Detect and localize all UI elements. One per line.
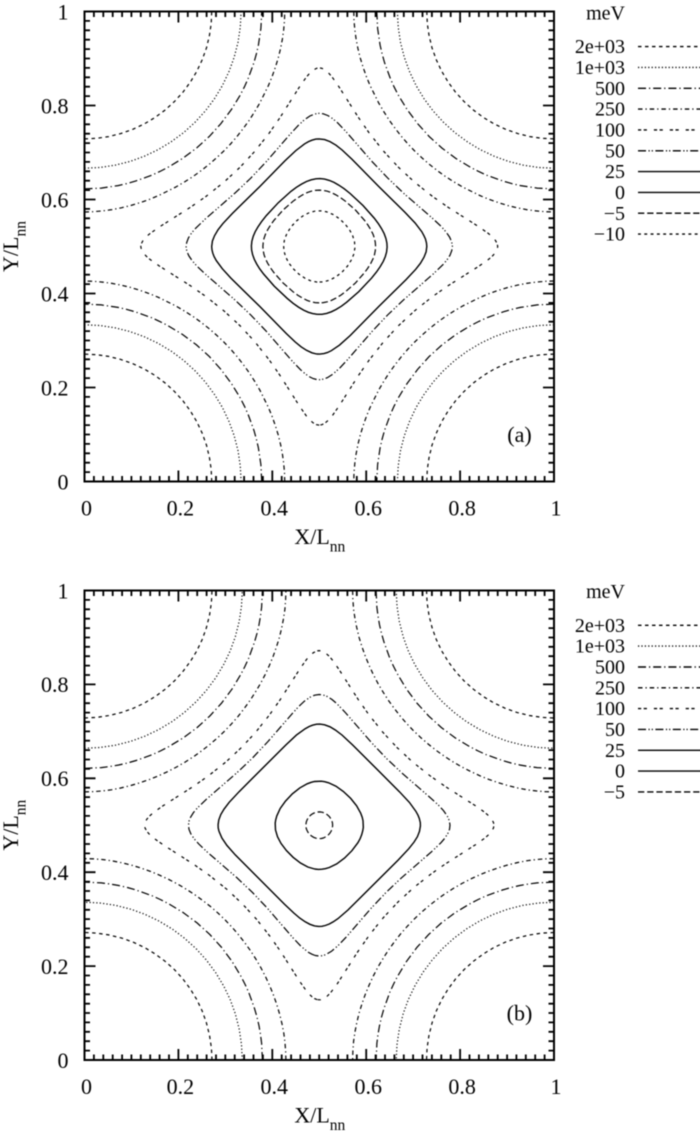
svg-text:0.2: 0.2 bbox=[41, 954, 69, 979]
svg-text:0.8: 0.8 bbox=[41, 93, 69, 118]
svg-text:250: 250 bbox=[595, 677, 625, 699]
svg-text:1: 1 bbox=[551, 1074, 562, 1099]
svg-text:2e+03: 2e+03 bbox=[575, 36, 625, 58]
svg-text:0.4: 0.4 bbox=[261, 1074, 289, 1099]
svg-text:(b): (b) bbox=[507, 1001, 533, 1026]
svg-text:50: 50 bbox=[605, 140, 625, 162]
svg-text:100: 100 bbox=[595, 698, 625, 720]
svg-text:0: 0 bbox=[81, 1074, 92, 1099]
svg-text:2e+03: 2e+03 bbox=[575, 615, 625, 637]
svg-text:0.6: 0.6 bbox=[354, 1074, 382, 1099]
svg-text:1e+03: 1e+03 bbox=[575, 57, 625, 79]
svg-text:250: 250 bbox=[595, 99, 625, 121]
svg-text:0.6: 0.6 bbox=[354, 496, 382, 521]
svg-text:−5: −5 bbox=[604, 203, 625, 225]
svg-text:25: 25 bbox=[605, 740, 625, 762]
svg-text:0.2: 0.2 bbox=[167, 496, 195, 521]
svg-text:50: 50 bbox=[605, 719, 625, 741]
svg-text:meV: meV bbox=[586, 581, 625, 603]
svg-text:100: 100 bbox=[595, 120, 625, 142]
svg-text:0.4: 0.4 bbox=[41, 860, 69, 885]
svg-text:1e+03: 1e+03 bbox=[575, 636, 625, 658]
svg-text:0: 0 bbox=[615, 761, 625, 783]
svg-text:0.6: 0.6 bbox=[41, 766, 69, 791]
svg-text:1: 1 bbox=[58, 0, 69, 24]
svg-text:1: 1 bbox=[551, 496, 562, 521]
svg-text:0.6: 0.6 bbox=[41, 187, 69, 212]
svg-text:1: 1 bbox=[58, 578, 69, 603]
svg-text:(a): (a) bbox=[507, 422, 531, 447]
svg-text:25: 25 bbox=[605, 161, 625, 183]
svg-text:0.8: 0.8 bbox=[448, 1074, 476, 1099]
svg-text:0: 0 bbox=[81, 496, 92, 521]
svg-text:−5: −5 bbox=[604, 782, 625, 804]
svg-text:meV: meV bbox=[586, 3, 625, 25]
svg-text:0.4: 0.4 bbox=[261, 496, 289, 521]
svg-text:0: 0 bbox=[58, 469, 69, 494]
svg-text:500: 500 bbox=[595, 657, 625, 679]
svg-text:500: 500 bbox=[595, 78, 625, 100]
svg-text:0.4: 0.4 bbox=[41, 281, 69, 306]
svg-text:0: 0 bbox=[58, 1048, 69, 1073]
svg-text:0.2: 0.2 bbox=[167, 1074, 195, 1099]
svg-text:0.2: 0.2 bbox=[41, 375, 69, 400]
svg-text:0: 0 bbox=[615, 182, 625, 204]
svg-text:−10: −10 bbox=[594, 224, 625, 246]
svg-text:0.8: 0.8 bbox=[448, 496, 476, 521]
svg-text:0.8: 0.8 bbox=[41, 672, 69, 697]
